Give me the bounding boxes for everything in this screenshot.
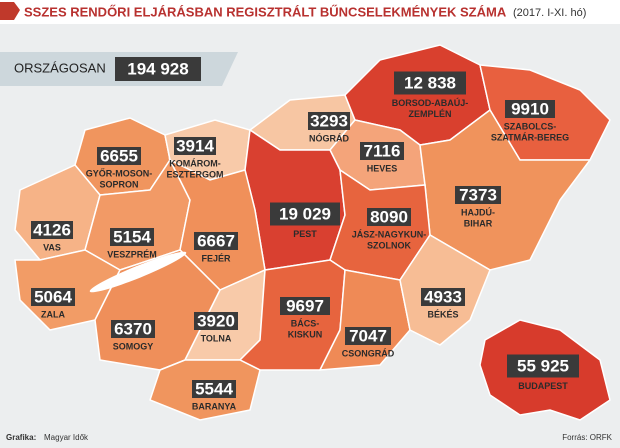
county-name: SOPRON — [99, 179, 138, 189]
county-name: ESZTERGOM — [166, 169, 223, 179]
county-name: SZABOLCS- — [504, 121, 557, 131]
county-name: TOLNA — [201, 333, 232, 343]
county-name: BUDAPEST — [518, 381, 568, 391]
county-name: BORSOD-ABAÚJ- — [392, 97, 469, 108]
county-value: 7047 — [349, 326, 387, 345]
value-box — [280, 297, 330, 315]
county-name: VESZPRÉM — [107, 249, 157, 259]
credit-label: Grafika: — [6, 433, 36, 442]
county-name: KOMÁROM- — [169, 158, 221, 168]
county-name: FEJÉR — [201, 253, 231, 263]
county-name: ZALA — [41, 309, 65, 319]
county-value: 3920 — [197, 311, 235, 330]
value-box — [270, 202, 340, 226]
county-name: SZATMÁR-BEREG — [491, 132, 569, 142]
county-name: HEVES — [367, 163, 398, 173]
subtitle: (2017. I-XI. hó) — [513, 7, 586, 19]
county-value: 4126 — [33, 220, 71, 239]
county-value: 9910 — [511, 99, 549, 118]
labels: 6655 GYŐR-MOSON-SOPRON 3914 KOMÁROM-ESZTERG… — [31, 71, 579, 411]
value-box — [505, 100, 555, 118]
county-name: BIHAR — [464, 218, 493, 228]
value-box — [111, 320, 155, 338]
county-value: 5544 — [195, 379, 233, 398]
header-icon — [0, 2, 20, 20]
county-value: 7116 — [364, 141, 401, 160]
county-value: 9697 — [286, 296, 324, 315]
county-name: ZEMPLÉN — [408, 109, 451, 119]
value-box — [174, 137, 216, 155]
county-name: BARANYA — [192, 401, 237, 411]
value-box — [97, 147, 141, 165]
county-value: 6667 — [197, 231, 235, 250]
value-box — [110, 228, 154, 246]
county-value: 7373 — [459, 185, 497, 204]
value-box — [367, 208, 411, 226]
county-name: PEST — [293, 229, 317, 239]
value-box — [31, 288, 75, 306]
county-value: 4933 — [424, 287, 462, 306]
county-value: 3914 — [176, 136, 214, 155]
county-name: JÁSZ-NAGYKUN- — [352, 229, 427, 239]
county-name: KISKUN — [288, 329, 323, 339]
header-bar — [0, 0, 620, 24]
value-box — [31, 221, 73, 239]
county-name: NÓGRÁD — [309, 132, 349, 143]
value-box — [394, 71, 466, 95]
county-value: 6370 — [114, 319, 152, 338]
county-name: HAJDÚ- — [461, 206, 495, 217]
value-box — [507, 354, 579, 378]
county-name: BÉKÉS — [427, 309, 458, 319]
value-box — [194, 312, 238, 330]
county-value: 19 029 — [279, 204, 331, 223]
national-label: ORSZÁGOSAN — [14, 60, 106, 75]
value-box — [345, 327, 391, 345]
national-value: 194 928 — [127, 59, 188, 78]
county-name: GYŐR-MOSON- — [86, 167, 153, 178]
county-value: 5064 — [34, 287, 72, 306]
credit: Magyar Idők — [44, 433, 89, 442]
county-name: SOMOGY — [113, 341, 154, 351]
county-value: 12 838 — [404, 73, 456, 92]
lake-balaton — [89, 251, 187, 293]
title: SSZES RENDŐRI ELJÁRÁSBAN REGISZTRÁLT BŰN… — [24, 4, 507, 19]
value-box — [360, 142, 404, 160]
value-box — [192, 380, 236, 398]
county-name: BÁCS- — [291, 318, 320, 328]
value-box — [421, 288, 465, 306]
county-value: 5154 — [113, 227, 151, 246]
county-name: VAS — [43, 242, 61, 252]
county-name: CSONGRÁD — [342, 348, 395, 358]
county-value: 6655 — [100, 146, 138, 165]
national-box — [115, 57, 201, 81]
county-name: SZOLNOK — [367, 240, 411, 250]
county-value: 55 925 — [517, 356, 569, 375]
source: Forrás: ORFK — [562, 433, 612, 442]
value-box — [455, 186, 501, 204]
value-box — [308, 112, 350, 130]
county-value: 3293 — [310, 111, 348, 130]
county-value: 8090 — [370, 207, 408, 226]
value-box — [194, 232, 238, 250]
